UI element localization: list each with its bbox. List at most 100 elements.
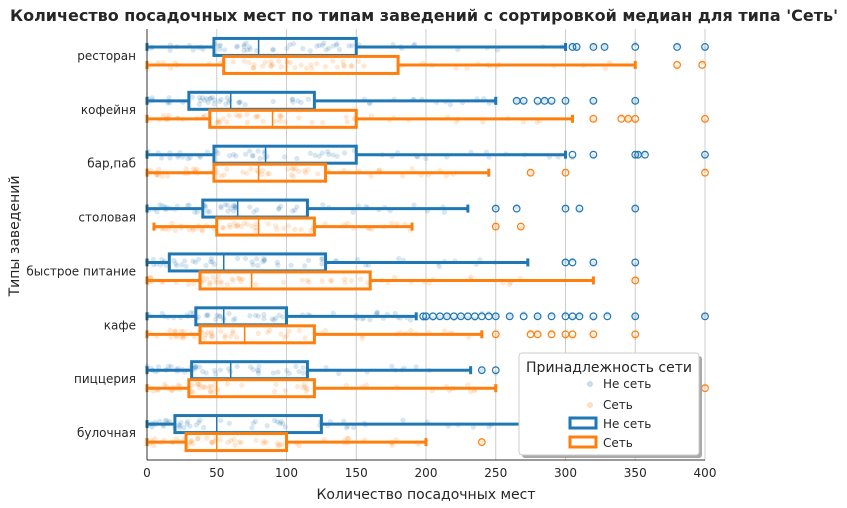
strip-point [207, 95, 213, 101]
box-chain-1 [145, 108, 709, 129]
y-tick-label: столовая [78, 211, 136, 225]
flier-point [561, 96, 570, 105]
flier-point [519, 312, 528, 321]
strip-point [348, 278, 355, 284]
strip-point [354, 256, 361, 263]
strip-point [208, 439, 214, 445]
strip-point [192, 209, 198, 215]
strip-point [284, 333, 290, 339]
strip-point [287, 42, 293, 48]
strip-point [205, 313, 211, 319]
strip-point [278, 331, 284, 337]
strip-point [191, 281, 197, 287]
strip-point [300, 45, 306, 52]
flier-point [533, 312, 542, 321]
strip-point [255, 113, 261, 119]
strip-point [225, 439, 231, 445]
strip-point [265, 329, 271, 336]
strip-point [209, 331, 215, 337]
strip-point [195, 436, 201, 442]
strip-point [185, 281, 192, 287]
strip-point [514, 98, 520, 104]
strip-point [480, 119, 486, 125]
strip-point [292, 226, 298, 232]
strip-point [269, 47, 276, 53]
strip-point [237, 275, 243, 282]
strip-point [218, 279, 224, 285]
strip-point [150, 256, 156, 263]
strip-point [251, 62, 257, 68]
strip-point [214, 312, 220, 318]
strip-point [322, 221, 328, 227]
strip-point [218, 173, 224, 179]
chart-title: Количество посадочных мест по типам заве… [10, 6, 838, 25]
strip-point [213, 280, 219, 286]
strip-point [281, 154, 288, 160]
flier-point [631, 330, 640, 339]
y-axis-label: Типы заведений [7, 176, 23, 298]
legend-marker-not-chain-points [587, 381, 593, 387]
strip-point [218, 205, 224, 211]
strip-point [278, 64, 284, 70]
strip-point [343, 114, 349, 120]
strip-point [411, 202, 417, 208]
strip-point [218, 328, 224, 334]
strip-point [244, 47, 250, 53]
strip-point [262, 155, 268, 161]
strip-point [224, 202, 231, 208]
strip-point [203, 370, 209, 376]
strip-point [216, 313, 223, 319]
strip-point [344, 220, 351, 226]
strip-point [251, 209, 257, 215]
strip-point [320, 202, 326, 208]
flier-point [589, 96, 598, 105]
strip-point [203, 435, 210, 441]
legend-marker-chain-points [587, 402, 593, 408]
strip-point [183, 263, 189, 269]
strip-point [423, 155, 429, 162]
strip-point [295, 98, 301, 104]
box-iqr [208, 108, 358, 129]
box-iqr [198, 270, 372, 291]
strip-point [358, 276, 364, 282]
strip-point [200, 369, 206, 375]
strip-point [148, 274, 154, 281]
strip-point [298, 99, 304, 106]
flier-point [589, 312, 598, 321]
strip-point [266, 327, 273, 334]
flier-point [631, 312, 640, 321]
strip-point [447, 102, 453, 108]
box-chain-3 [152, 216, 525, 237]
strip-point [333, 42, 340, 48]
strip-point [340, 58, 346, 65]
strip-point [391, 274, 398, 280]
strip-point [224, 95, 230, 101]
legend-frame [518, 352, 700, 456]
strip-point [218, 203, 224, 209]
strip-point [177, 425, 183, 431]
strip-point [197, 98, 204, 104]
strip-point [180, 328, 187, 335]
strip-point [281, 225, 287, 231]
strip-point [632, 118, 638, 124]
strip-point [167, 327, 173, 333]
strip-point [196, 101, 202, 107]
strip-point [286, 328, 292, 334]
flier-point [589, 43, 598, 51]
strip-point [493, 332, 499, 338]
strip-point [199, 95, 206, 101]
strip-point [197, 385, 203, 391]
strip-point [215, 150, 221, 156]
strip-point [211, 97, 218, 103]
strip-point [269, 61, 275, 67]
strip-point [296, 168, 302, 175]
strip-point [300, 364, 306, 371]
flier-point [561, 168, 570, 177]
strip-point [217, 313, 223, 319]
strip-point [296, 115, 302, 121]
strip-point [215, 273, 221, 280]
strip-point [284, 367, 290, 374]
box-chain-2 [145, 162, 709, 183]
strip-point [257, 155, 263, 162]
axes [146, 29, 705, 461]
